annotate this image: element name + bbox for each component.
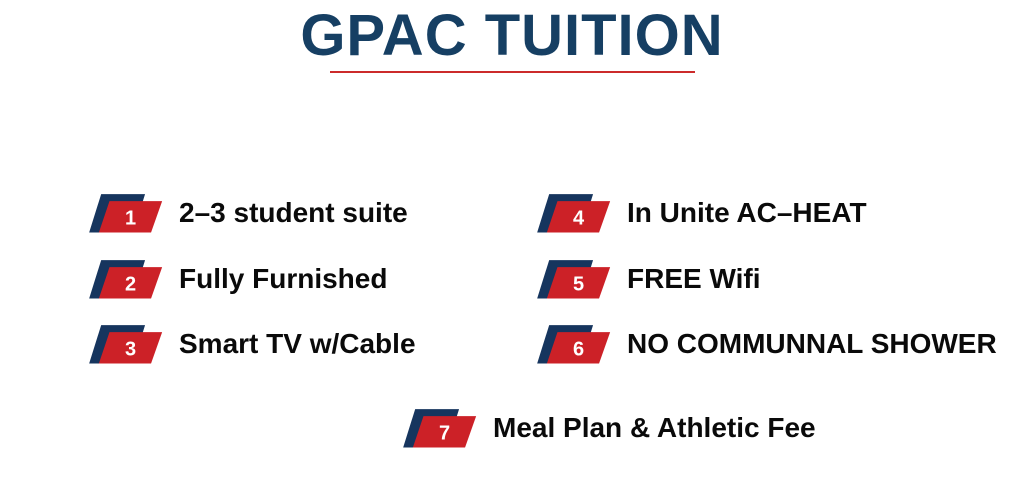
svg-text:7: 7 xyxy=(439,423,450,445)
svg-text:2: 2 xyxy=(125,274,136,296)
svg-text:5: 5 xyxy=(573,274,584,296)
svg-text:6: 6 xyxy=(573,339,584,361)
svg-text:1: 1 xyxy=(125,208,136,230)
svg-text:4: 4 xyxy=(573,208,585,230)
svg-text:3: 3 xyxy=(125,339,136,361)
